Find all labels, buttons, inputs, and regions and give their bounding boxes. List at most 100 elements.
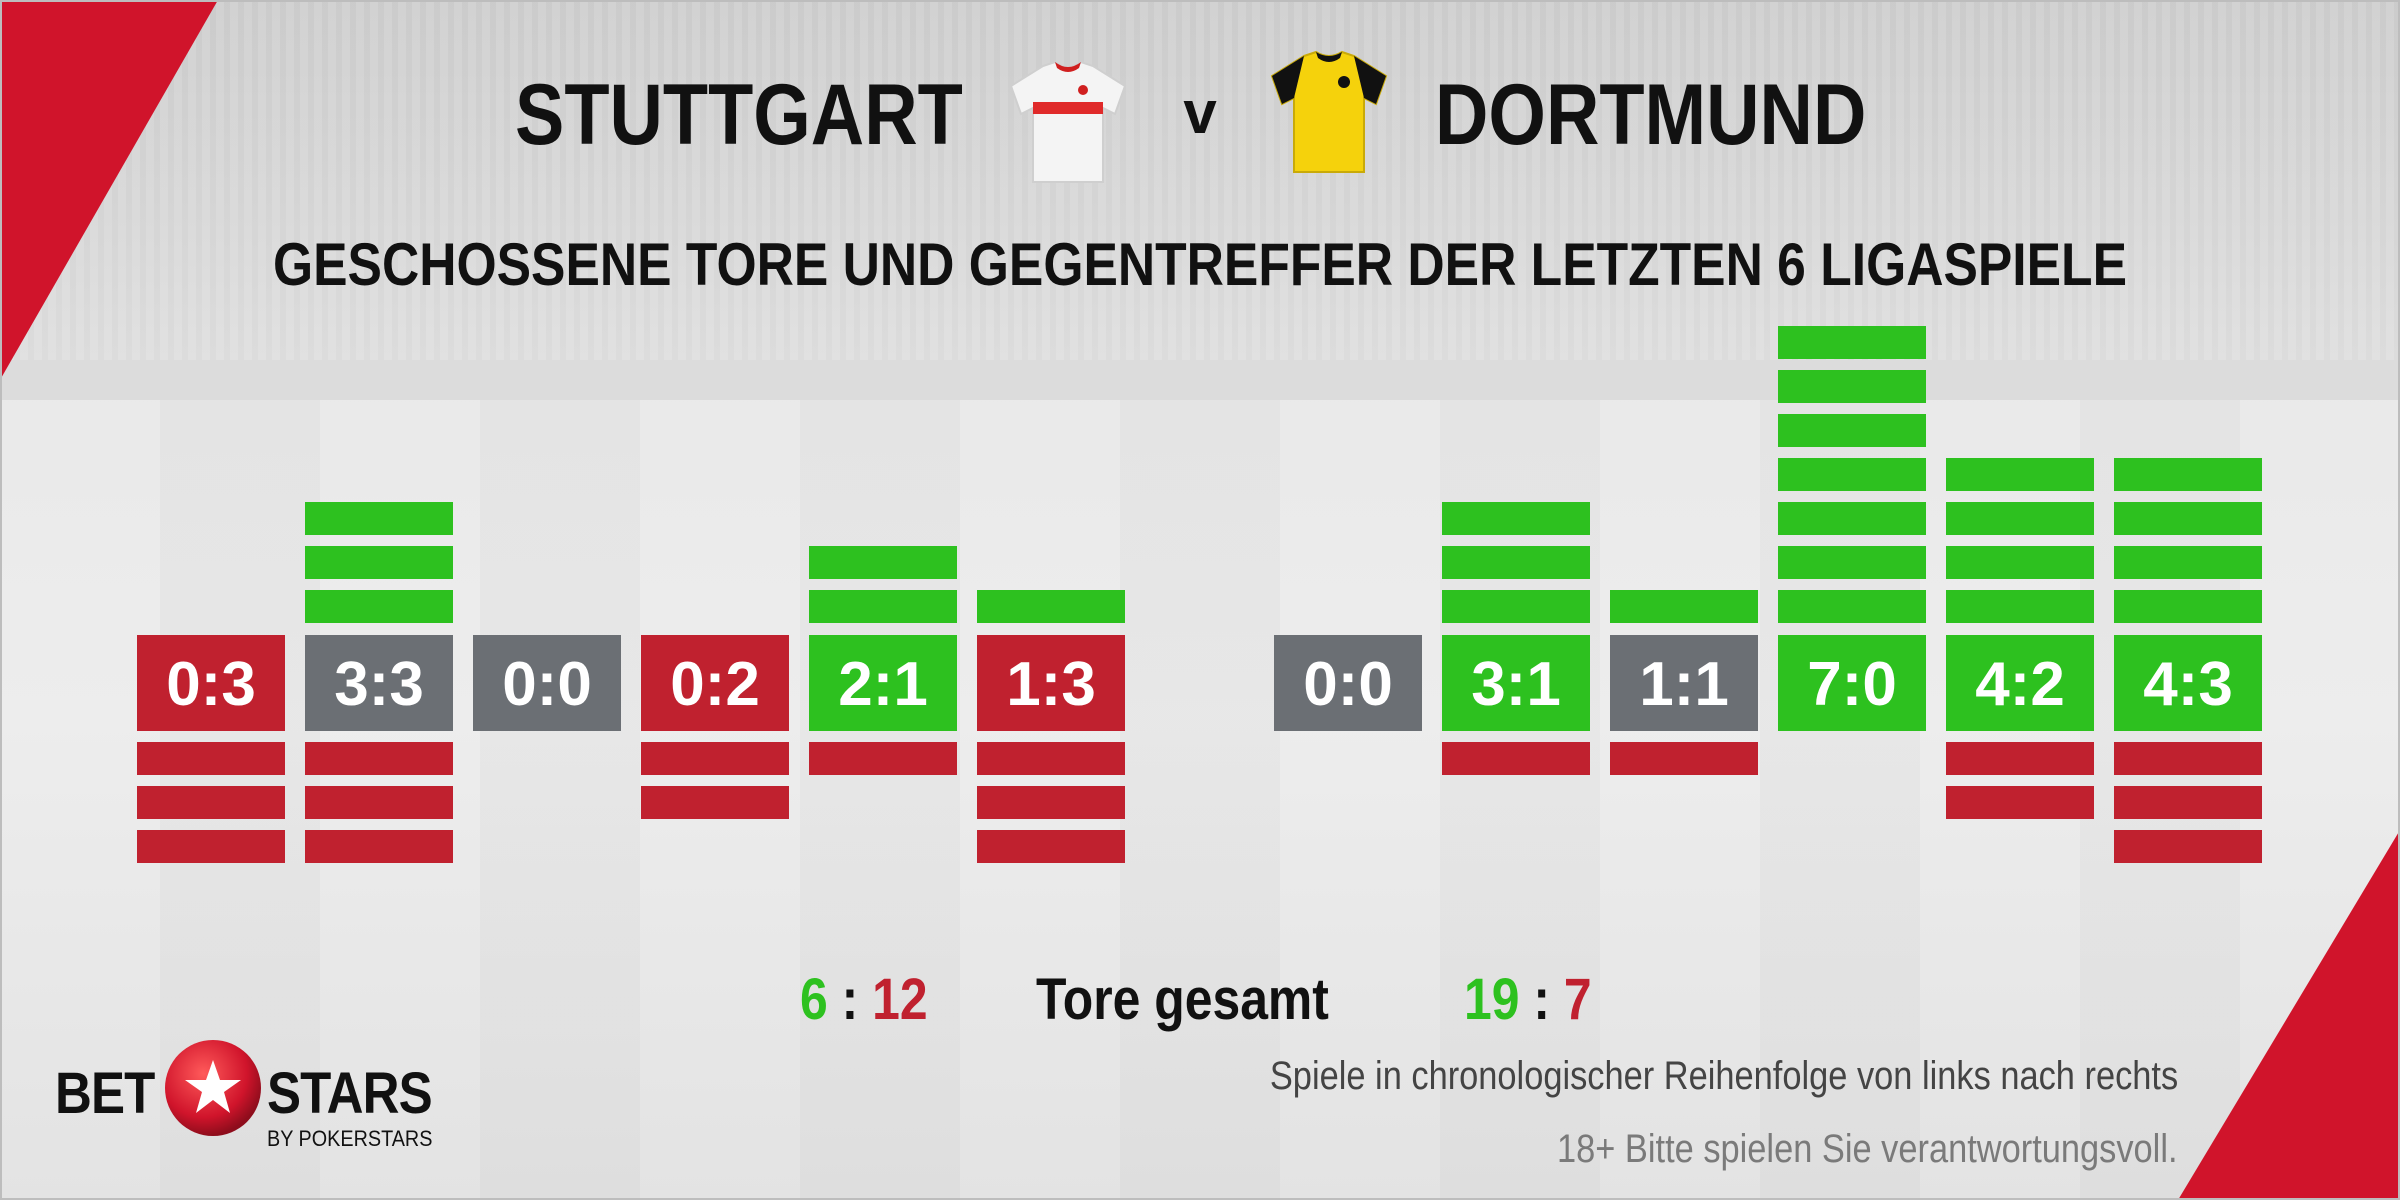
- match-result-box: [137, 635, 285, 731]
- match-score-label: 1:1: [1639, 650, 1729, 719]
- match-result-box: [2114, 635, 2262, 731]
- top-left-red-corner: [0, 0, 218, 380]
- logo-text-stars: STARS: [267, 1061, 433, 1126]
- away-team-series: 0:0 3:1 1:1 7:0 4:2 4:3: [1274, 326, 2262, 863]
- goal-scored-block: [809, 590, 957, 623]
- match-result-box: [473, 635, 621, 731]
- goal-conceded-block: [305, 742, 453, 775]
- goal-conceded-block: [2114, 786, 2262, 819]
- advertising-board-background: [0, 360, 2400, 400]
- goal-conceded-block: [1442, 742, 1590, 775]
- logo-subtext: BY POKERSTARS: [267, 1126, 433, 1151]
- goal-scored-block: [1946, 502, 2094, 535]
- responsible-gambling-disclaimer: 18+ Bitte spielen Sie verantwortungsvoll…: [1557, 1127, 2178, 1171]
- goal-scored-block: [1610, 590, 1758, 623]
- goal-conceded-block: [1610, 742, 1758, 775]
- away-goals-for: 19: [1464, 967, 1520, 1032]
- home-goals-against: 12: [872, 967, 928, 1032]
- goal-scored-block: [2114, 502, 2262, 535]
- home-goals-for: 6: [800, 967, 828, 1032]
- goal-scored-block: [1442, 502, 1590, 535]
- goal-conceded-block: [2114, 830, 2262, 863]
- goal-scored-block: [1946, 590, 2094, 623]
- home-team-name: STUTTGART: [515, 67, 963, 163]
- match-score-label: 4:3: [2143, 650, 2233, 719]
- goal-conceded-block: [809, 742, 957, 775]
- match-result-box: [1946, 635, 2094, 731]
- away-goal-totals: 19 : 7: [1464, 960, 1592, 1040]
- match-score-label: 0:0: [502, 650, 592, 719]
- goal-conceded-block: [977, 786, 1125, 819]
- goal-scored-block: [1778, 546, 1926, 579]
- goal-conceded-block: [137, 742, 285, 775]
- goal-scored-block: [305, 590, 453, 623]
- home-totals-separator: :: [841, 967, 859, 1032]
- goal-scored-block: [2114, 546, 2262, 579]
- goal-conceded-block: [977, 830, 1125, 863]
- match-score-label: 0:2: [670, 650, 760, 719]
- goal-scored-block: [305, 502, 453, 535]
- match-result-box: [977, 635, 1125, 731]
- red-ball-star-icon: [165, 1040, 261, 1136]
- match-score-label: 0:0: [1303, 650, 1393, 719]
- goal-scored-block: [1946, 458, 2094, 491]
- versus-label: v: [1183, 79, 1217, 146]
- goal-scored-block: [1778, 502, 1926, 535]
- chronology-note: Spiele in chronologischer Reihenfolge vo…: [1269, 1054, 2178, 1098]
- goal-conceded-block: [977, 742, 1125, 775]
- match-result-box: [809, 635, 957, 731]
- totals-label: Tore gesamt: [1036, 967, 1329, 1032]
- goal-scored-block: [1778, 590, 1926, 623]
- match-score-label: 4:2: [1975, 650, 2065, 719]
- match-score-label: 0:3: [166, 650, 256, 719]
- betstars-logo: BET STARS BY POKERSTARS: [55, 1038, 465, 1158]
- match-result-box: [1274, 635, 1422, 731]
- goal-conceded-block: [305, 830, 453, 863]
- match-result-box: [305, 635, 453, 731]
- match-score-label: 2:1: [838, 650, 928, 719]
- white-red-stripe-jersey-icon: [1009, 60, 1127, 183]
- goal-conceded-block: [1946, 742, 2094, 775]
- goal-scored-block: [1442, 590, 1590, 623]
- match-result-box: [1778, 635, 1926, 731]
- logo-text-bet: BET: [55, 1061, 155, 1126]
- match-title: STUTTGART v DORTMUND: [0, 50, 2400, 183]
- away-totals-separator: :: [1533, 967, 1550, 1032]
- goal-scored-block: [1778, 370, 1926, 403]
- goal-scored-block: [1778, 326, 1926, 359]
- goal-scored-block: [2114, 590, 2262, 623]
- match-score-label: 3:3: [334, 650, 424, 719]
- goal-scored-block: [809, 546, 957, 579]
- goal-conceded-block: [641, 742, 789, 775]
- goal-scored-block: [1778, 458, 1926, 491]
- match-result-box: [641, 635, 789, 731]
- bottom-right-red-corner: [2178, 830, 2400, 1200]
- goal-scored-block: [1442, 546, 1590, 579]
- goal-scored-block: [1778, 414, 1926, 447]
- goal-conceded-block: [305, 786, 453, 819]
- away-team-name: DORTMUND: [1435, 67, 1867, 163]
- match-score-label: 1:3: [1006, 650, 1096, 719]
- away-goals-against: 7: [1563, 967, 1592, 1032]
- home-team-series: 0:3 3:3 0:0 0:2 2:1 1:3: [137, 502, 1125, 863]
- goal-scored-block: [305, 546, 453, 579]
- home-goal-totals: 6 : 12: [800, 960, 928, 1040]
- goal-conceded-block: [2114, 742, 2262, 775]
- yellow-black-jersey-icon: [1270, 50, 1388, 173]
- goal-scored-block: [977, 590, 1125, 623]
- goal-scored-block: [2114, 458, 2262, 491]
- goal-conceded-block: [137, 786, 285, 819]
- match-score-label: 3:1: [1471, 650, 1561, 719]
- goal-scored-block: [1946, 546, 2094, 579]
- stadium-stand-background: [0, 0, 2400, 360]
- match-result-box: [1442, 635, 1590, 731]
- goal-conceded-block: [641, 786, 789, 819]
- chart-subtitle: GESCHOSSENE TORE UND GEGENTREFFER DER LE…: [273, 231, 2127, 298]
- match-result-box: [1610, 635, 1758, 731]
- goal-conceded-block: [137, 830, 285, 863]
- goal-conceded-block: [1946, 786, 2094, 819]
- match-score-label: 7:0: [1807, 650, 1897, 719]
